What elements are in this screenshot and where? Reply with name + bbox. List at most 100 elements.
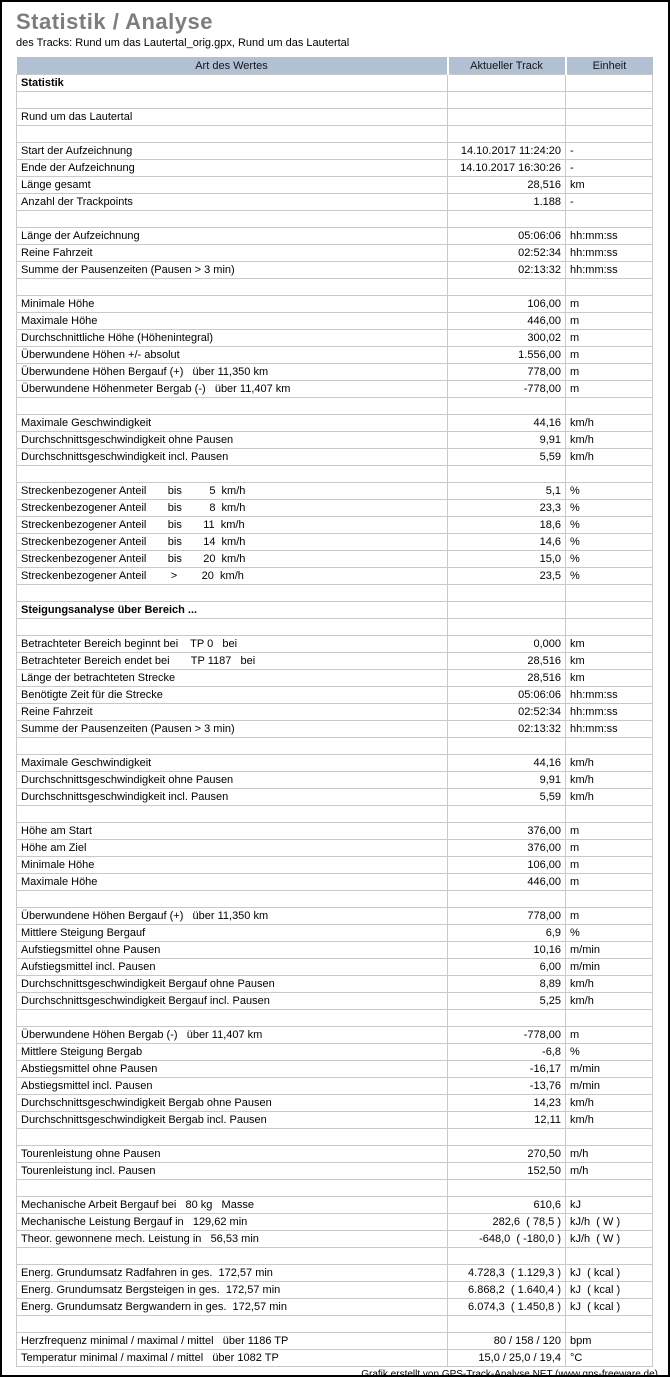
label-cell [16, 890, 448, 908]
stat-row: Durchschnittsgeschwindigkeit ohne Pausen… [16, 771, 653, 789]
label-cell: Durchschnittsgeschwindigkeit incl. Pause… [16, 448, 448, 466]
value-cell [447, 584, 566, 602]
unit-cell: km/h [565, 754, 653, 772]
unit-cell: kJ ( kcal ) [565, 1264, 653, 1282]
unit-cell: km/h [565, 975, 653, 993]
stat-row: Überwundene Höhen Bergauf (+) über 11,35… [16, 363, 653, 381]
label-cell: Rund um das Lautertal [16, 108, 448, 126]
value-cell [447, 601, 566, 619]
value-cell: 6,9 [447, 924, 566, 942]
label-cell: Theor. gewonnene mech. Leistung in 56,53… [16, 1230, 448, 1248]
value-cell: 5,59 [447, 788, 566, 806]
label-cell: Durchschnittsgeschwindigkeit ohne Pausen [16, 771, 448, 789]
label-cell: Länge der Aufzeichnung [16, 227, 448, 245]
unit-cell [565, 465, 653, 483]
stat-row: Länge gesamt 28,516 km [16, 176, 653, 194]
unit-cell: m/h [565, 1145, 653, 1163]
value-cell: 106,00 [447, 856, 566, 874]
stat-row: Länge der Aufzeichnung 05:06:06 hh:mm:ss [16, 227, 653, 245]
label-cell: Überwundene Höhen +/- absolut [16, 346, 448, 364]
stat-row: Streckenbezogener Anteil bis 20 km/h 15,0… [16, 550, 653, 568]
value-cell: 610,6 [447, 1196, 566, 1214]
label-cell: Start der Aufzeichnung [16, 142, 448, 160]
label-cell: Mechanische Arbeit Bergauf bei 80 kg Mas… [16, 1196, 448, 1214]
value-cell [447, 805, 566, 823]
unit-cell: hh:mm:ss [565, 261, 653, 279]
stat-row: Streckenbezogener Anteil bis 11 km/h 18,6… [16, 516, 653, 534]
unit-cell: m [565, 329, 653, 347]
unit-cell [565, 1128, 653, 1146]
stat-row: Summe der Pausenzeiten (Pausen > 3 min) 0… [16, 261, 653, 279]
spacer-row [16, 1128, 653, 1146]
value-cell [447, 91, 566, 109]
label-cell: Energ. Grundumsatz Bergwandern in ges. 1… [16, 1298, 448, 1316]
value-cell: 14.10.2017 16:30:26 [447, 159, 566, 177]
value-cell: 12,11 [447, 1111, 566, 1129]
label-cell: Anzahl der Trackpoints [16, 193, 448, 211]
spacer-row [16, 805, 653, 823]
value-cell: -648,0 ( -180,0 ) [447, 1230, 566, 1248]
value-cell: 8,89 [447, 975, 566, 993]
value-cell: 446,00 [447, 312, 566, 330]
unit-cell: % [565, 567, 653, 585]
stat-row: Temperatur minimal / maximal / mittel üb… [16, 1349, 653, 1367]
stat-row: Mittlere Steigung Bergab -6,8% [16, 1043, 653, 1061]
unit-cell: hh:mm:ss [565, 227, 653, 245]
label-cell: Maximale Geschwindigkeit [16, 754, 448, 772]
label-cell: Maximale Höhe [16, 873, 448, 891]
stat-row: Überwundene Höhen Bergauf (+) über 11,35… [16, 907, 653, 925]
stat-row: Höhe am Ziel 376,00 m [16, 839, 653, 857]
value-cell: -13,76 [447, 1077, 566, 1095]
label-cell: Maximale Höhe [16, 312, 448, 330]
unit-cell: m [565, 1026, 653, 1044]
unit-cell [565, 601, 653, 619]
value-cell: 23,5 [447, 567, 566, 585]
value-cell [447, 890, 566, 908]
stat-row: Maximale Höhe 446,00 m [16, 873, 653, 891]
stat-row: Mechanische Arbeit Bergauf bei 80 kg Mas… [16, 1196, 653, 1214]
stat-row: Abstiegsmittel incl. Pausen -13,76 m/min [16, 1077, 653, 1095]
stat-row: Überwundene Höhen Bergab (-) über 11,407… [16, 1026, 653, 1044]
column-header-einheit: Einheit [564, 57, 653, 75]
stat-row: Durchschnittsgeschwindigkeit Bergauf ohn… [16, 975, 653, 993]
label-cell: Energ. Grundumsatz Radfahren in ges. 172… [16, 1264, 448, 1282]
stat-row: Maximale Geschwindigkeit 44,16 km/h [16, 414, 653, 432]
label-cell [16, 618, 448, 636]
value-cell: 5,59 [447, 448, 566, 466]
label-cell: Summe der Pausenzeiten (Pausen > 3 min) [16, 261, 448, 279]
label-cell [16, 1009, 448, 1027]
stat-row: Durchschnittsgeschwindigkeit incl. Pause… [16, 448, 653, 466]
value-cell: 28,516 [447, 176, 566, 194]
unit-cell: m/min [565, 1077, 653, 1095]
stat-row: Mittlere Steigung Bergauf 6,9% [16, 924, 653, 942]
unit-cell [565, 1009, 653, 1027]
label-cell: Höhe am Start [16, 822, 448, 840]
unit-cell: km [565, 669, 653, 687]
label-cell [16, 584, 448, 602]
label-cell: Aufstiegsmittel incl. Pausen [16, 958, 448, 976]
stat-row: Anzahl der Trackpoints 1.188- [16, 193, 653, 211]
label-cell: Überwundene Höhen Bergab (-) über 11,407… [16, 1026, 448, 1044]
label-cell: Überwundene Höhen Bergauf (+) über 11,35… [16, 363, 448, 381]
unit-cell: % [565, 1043, 653, 1061]
value-cell: 376,00 [447, 839, 566, 857]
stat-row: Energ. Grundumsatz Bergwandern in ges. 1… [16, 1298, 653, 1316]
value-cell: 05:06:06 [447, 686, 566, 704]
value-cell [447, 1128, 566, 1146]
label-cell [16, 1128, 448, 1146]
label-cell [16, 1315, 448, 1333]
spacer-row [16, 1247, 653, 1265]
value-cell: -778,00 [447, 380, 566, 398]
unit-cell: °C [565, 1349, 653, 1367]
unit-cell: kJ [565, 1196, 653, 1214]
unit-cell: m [565, 907, 653, 925]
label-cell: Mittlere Steigung Bergauf [16, 924, 448, 942]
label-cell: Länge der betrachteten Strecke [16, 669, 448, 687]
unit-cell [565, 737, 653, 755]
stat-row: Reine Fahrzeit 02:52:34 hh:mm:ss [16, 244, 653, 262]
value-cell: 446,00 [447, 873, 566, 891]
unit-cell: % [565, 533, 653, 551]
label-cell [16, 1247, 448, 1265]
spacer-row [16, 210, 653, 228]
value-cell [447, 278, 566, 296]
